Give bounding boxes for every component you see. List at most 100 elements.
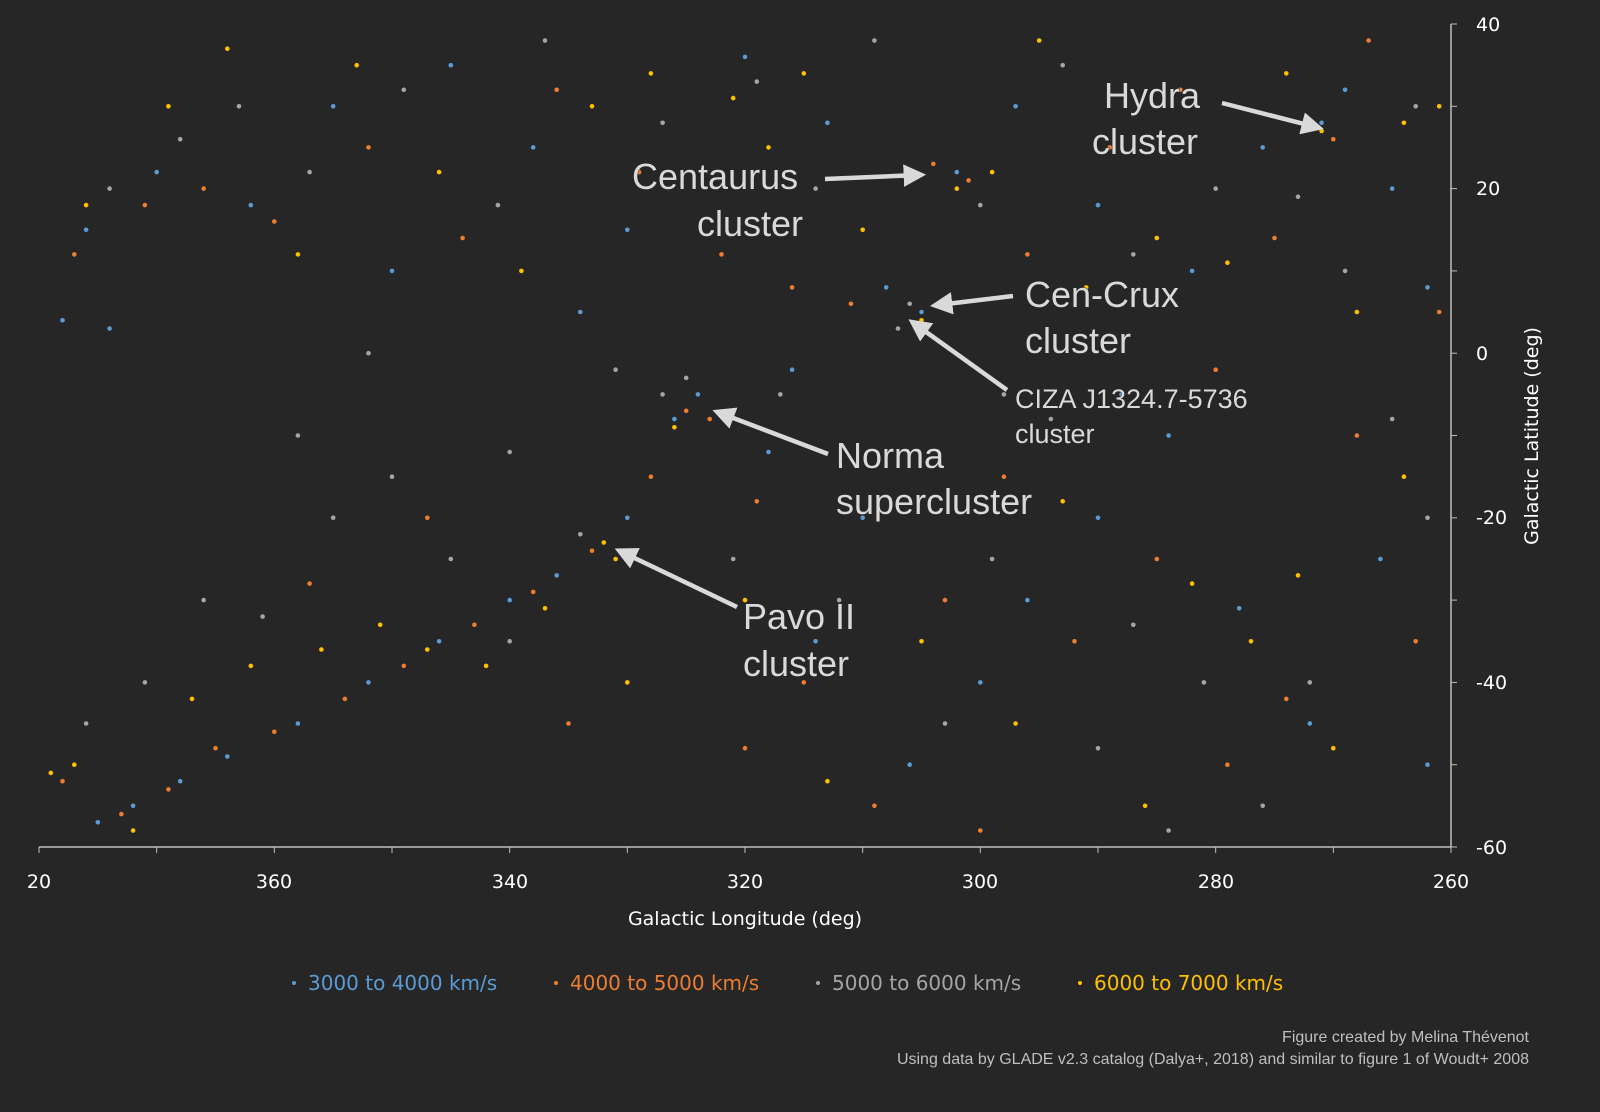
data-point <box>578 309 583 315</box>
annotation-label: Pavo II <box>743 596 855 637</box>
data-point <box>825 120 830 126</box>
data-point <box>495 202 501 208</box>
y-tick-label: -20 <box>1476 507 1507 529</box>
legend-item[interactable]: 3000 to 4000 km/s <box>292 971 497 995</box>
data-point <box>460 235 465 241</box>
data-point <box>919 318 924 323</box>
annotation-arrow <box>1221 100 1324 135</box>
data-point <box>789 285 795 290</box>
data-point <box>660 120 665 126</box>
data-point <box>648 71 654 76</box>
data-point <box>872 803 877 809</box>
y-tick-label: 0 <box>1476 343 1488 365</box>
data-point <box>931 161 936 167</box>
data-point <box>1331 745 1336 751</box>
data-point <box>754 79 760 84</box>
data-point <box>683 375 689 381</box>
data-point <box>248 663 254 669</box>
data-point <box>1225 762 1230 767</box>
x-tick-label: 280 <box>1198 871 1234 893</box>
legend-item[interactable]: 6000 to 7000 km/s <box>1078 971 1283 995</box>
data-point <box>1342 87 1348 93</box>
data-point <box>919 639 924 644</box>
data-point <box>813 639 818 644</box>
data-point <box>1107 145 1113 150</box>
data-point <box>307 169 312 175</box>
x-tick-label: 260 <box>1433 871 1469 893</box>
data-point <box>448 556 454 562</box>
y-tick-label: 40 <box>1476 14 1500 36</box>
data-point <box>848 301 854 307</box>
data-point <box>1154 556 1160 562</box>
data-point <box>1025 252 1030 257</box>
data-point <box>1354 309 1360 315</box>
data-point <box>942 597 948 603</box>
data-point <box>236 104 242 109</box>
data-point <box>1436 309 1442 315</box>
x-tick-label: 300 <box>962 871 998 893</box>
legend-item[interactable]: 5000 to 6000 km/s <box>816 971 1021 995</box>
data-point <box>1213 186 1218 191</box>
legend-label: 6000 to 7000 km/s <box>1094 971 1283 995</box>
data-point <box>1131 622 1136 628</box>
data-point <box>1436 104 1442 109</box>
data-point <box>448 62 454 68</box>
data-point <box>130 828 136 833</box>
data-point <box>142 680 148 685</box>
data-point <box>1272 235 1277 241</box>
annotation-pavo: Pavo II cluster <box>614 548 856 685</box>
data-point <box>883 285 889 290</box>
data-point <box>966 178 971 183</box>
data-point <box>1119 392 1124 397</box>
annotation-label: cluster <box>1015 419 1095 449</box>
data-point <box>1401 474 1407 480</box>
data-point <box>1048 416 1054 422</box>
annotation-centaurus: Centaurus cluster <box>632 156 927 245</box>
legend-item[interactable]: 4000 to 5000 km/s <box>554 971 759 995</box>
data-point <box>672 425 677 430</box>
data-point <box>295 252 301 257</box>
data-point <box>766 145 771 150</box>
annotation-label: CIZA J1324.7-5736 <box>1015 384 1248 414</box>
data-point <box>1413 639 1418 644</box>
legend-label: 5000 to 6000 km/s <box>832 971 1021 995</box>
x-tick-label: 340 <box>492 871 528 893</box>
data-point <box>1284 71 1289 76</box>
data-point <box>1248 639 1254 644</box>
data-point <box>389 474 395 480</box>
annotation-label: cluster <box>697 203 803 244</box>
data-point <box>1319 128 1324 134</box>
data-point <box>248 202 254 208</box>
data-point <box>1131 252 1136 257</box>
data-point <box>1319 120 1324 126</box>
data-point <box>613 367 618 373</box>
data-point <box>1425 762 1430 767</box>
data-point <box>401 663 407 669</box>
annotation-label: Centaurus <box>632 156 798 197</box>
data-point <box>60 318 65 323</box>
data-point <box>730 95 736 101</box>
legend-marker <box>1078 981 1082 985</box>
credit-line-2: Using data by GLADE v2.3 catalog (Dalya+… <box>897 1051 1529 1068</box>
annotation-label: cluster <box>1025 320 1131 361</box>
data-point <box>319 647 324 652</box>
data-point <box>860 227 865 233</box>
data-point <box>401 87 407 93</box>
legend-label: 4000 to 5000 km/s <box>570 971 759 995</box>
data-point <box>766 449 771 455</box>
data-point <box>566 721 571 726</box>
axis-ticks <box>38 23 1457 853</box>
data-point <box>1307 721 1313 726</box>
data-point <box>1342 268 1348 274</box>
data-point <box>978 828 983 833</box>
data-point <box>554 87 559 93</box>
data-point <box>978 680 983 685</box>
data-point <box>177 136 183 142</box>
y-axis-title: Galactic Latitude (deg) <box>1521 327 1543 545</box>
credit-line-1: Figure created by Melina Thévenot <box>1282 1029 1530 1046</box>
data-point <box>342 696 348 702</box>
data-point <box>1378 556 1383 562</box>
data-point <box>260 614 265 619</box>
data-point <box>1036 38 1042 43</box>
data-point <box>436 169 442 175</box>
